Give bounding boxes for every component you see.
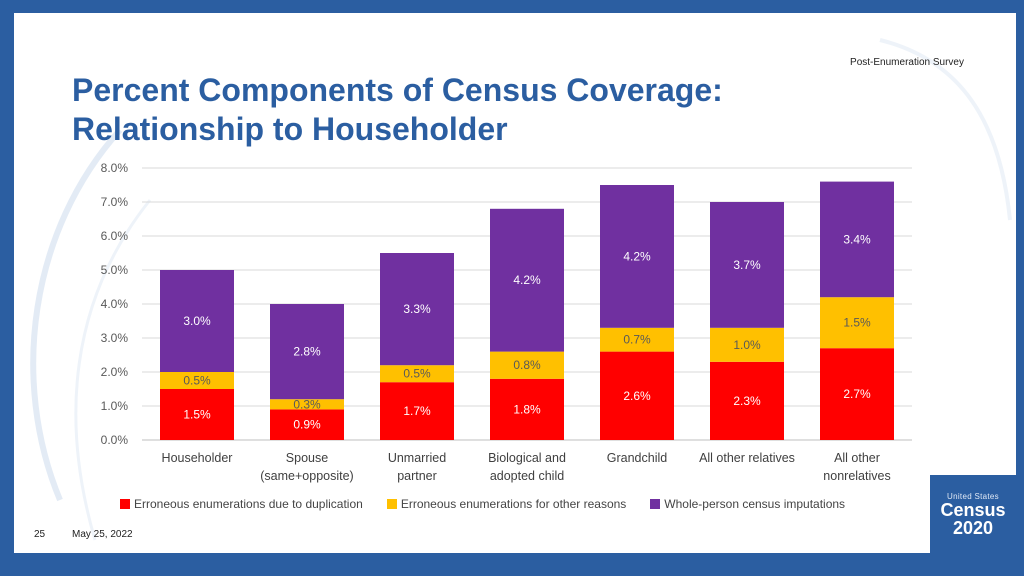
- bar-segment: [160, 270, 234, 372]
- y-tick-label: 0.0%: [101, 433, 129, 447]
- x-tick-label: (same+opposite): [260, 469, 353, 483]
- x-tick-label: Householder: [162, 451, 233, 465]
- bar-segment: [820, 348, 894, 440]
- y-tick-label: 4.0%: [101, 297, 129, 311]
- page-title: Percent Components of Census Coverage: R…: [72, 72, 723, 147]
- data-label: 0.5%: [183, 374, 211, 388]
- bar-segment: [160, 389, 234, 440]
- data-label: 3.4%: [843, 232, 871, 246]
- data-label: 4.2%: [513, 273, 541, 287]
- x-tick-label: Biological and: [488, 451, 566, 465]
- legend-item-other: Erroneous enumerations for other reasons: [386, 497, 627, 511]
- legend-label-duplication: Erroneous enumerations due to duplicatio…: [134, 497, 363, 511]
- data-label: 1.7%: [403, 404, 431, 418]
- legend-swatch-other: [386, 499, 397, 509]
- y-tick-label: 1.0%: [101, 399, 129, 413]
- bar-segment: [600, 327, 674, 352]
- legend-label-imputation: Whole-person census imputations: [664, 497, 846, 511]
- y-tick-label: 7.0%: [101, 195, 129, 209]
- data-label: 1.8%: [513, 402, 541, 416]
- bar-segment: [380, 365, 454, 383]
- bar-segment: [820, 181, 894, 298]
- x-tick-label: nonrelatives: [823, 469, 890, 483]
- data-label: 0.9%: [293, 418, 321, 432]
- x-tick-label: All other relatives: [699, 451, 795, 465]
- x-tick-label: Spouse: [286, 451, 328, 465]
- x-tick-label: adopted child: [490, 469, 564, 483]
- legend-item-imputation: Whole-person census imputations: [650, 497, 845, 511]
- bar-segment: [160, 372, 234, 389]
- legend-label-other: Erroneous enumerations for other reasons: [400, 497, 627, 511]
- data-label: 0.5%: [403, 367, 431, 381]
- legend-swatch-duplication: [120, 499, 130, 509]
- data-label: 4.2%: [623, 249, 651, 263]
- bar-segment: [820, 297, 894, 349]
- x-tick-label: partner: [397, 469, 437, 483]
- x-tick-label: All other: [834, 451, 880, 465]
- bar-segment: [270, 399, 344, 410]
- bar-segment: [270, 409, 344, 440]
- y-tick-label: 2.0%: [101, 365, 129, 379]
- bar-segment: [710, 202, 784, 328]
- y-tick-label: 6.0%: [101, 229, 129, 243]
- data-label: 0.7%: [623, 333, 651, 347]
- bar-segment: [380, 253, 454, 366]
- data-label: 0.8%: [513, 358, 541, 372]
- bar-segment: [710, 327, 784, 362]
- data-label: 3.7%: [733, 258, 761, 272]
- data-label: 1.5%: [843, 316, 871, 330]
- slide: Post-Enumeration Survey Percent Componen…: [14, 13, 1016, 553]
- bar-segment: [600, 185, 674, 328]
- data-label: 1.0%: [733, 338, 761, 352]
- data-label: 2.6%: [623, 389, 651, 403]
- y-tick-label: 8.0%: [101, 161, 129, 175]
- data-label: 2.3%: [733, 394, 761, 408]
- data-label: 2.7%: [843, 387, 871, 401]
- y-tick-label: 5.0%: [101, 263, 129, 277]
- bar-segment: [270, 304, 344, 400]
- bar-segment: [490, 378, 564, 440]
- x-tick-label: Unmarried: [388, 451, 446, 465]
- chart-legend: Erroneous enumerations due to duplicatio…: [120, 497, 869, 511]
- y-tick-label: 3.0%: [101, 331, 129, 345]
- logo-country: United States: [947, 491, 999, 501]
- bar-segment: [490, 351, 564, 379]
- data-label: 0.3%: [293, 397, 321, 411]
- data-label: 2.8%: [293, 345, 321, 359]
- footer-date: May 25, 2022: [72, 529, 133, 540]
- legend-item-duplication: Erroneous enumerations due to duplicatio…: [120, 497, 363, 511]
- bar-segment: [380, 382, 454, 440]
- bar-segment: [600, 351, 674, 440]
- data-label: 3.0%: [183, 314, 211, 328]
- stacked-bar-chart: 0.0% 1.0% 2.0% 3.0% 4.0% 5.0% 6.0% 7.0% 8.0% 1.5%…: [101, 161, 912, 483]
- data-label: 1.5%: [183, 408, 211, 422]
- logo-name: Census: [940, 499, 1006, 520]
- legend-swatch-imputation: [650, 499, 661, 509]
- bar-segment: [710, 361, 784, 440]
- census-2020-logo: United States Census 2020: [930, 475, 1016, 553]
- x-tick-label: Grandchild: [607, 451, 667, 465]
- bar-segment: [490, 208, 564, 352]
- slide-number: 25: [34, 529, 46, 540]
- logo-year: 2020: [952, 517, 994, 538]
- survey-tag: Post-Enumeration Survey: [850, 57, 964, 68]
- data-label: 3.3%: [403, 302, 431, 316]
